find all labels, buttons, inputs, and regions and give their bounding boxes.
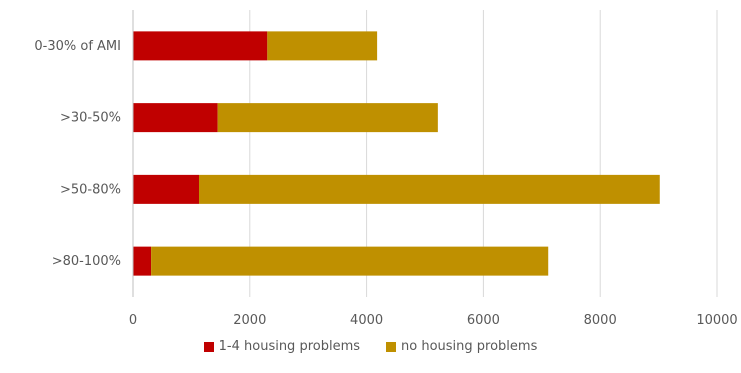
- y-category-label: >30-50%: [60, 111, 121, 126]
- bar-segment-series-1: [133, 174, 199, 204]
- legend-swatch: [203, 341, 214, 352]
- bar-segment-series-1: [133, 103, 218, 133]
- bars: [133, 31, 660, 276]
- x-tick-label: 6000: [467, 313, 500, 328]
- bar-segment-series-1: [133, 246, 152, 276]
- y-axis-labels: 0-30% of AMI >30-50% >50-80% >80-100%: [34, 39, 121, 269]
- legend-label: 1-4 housing problems: [218, 339, 361, 354]
- y-category-label: >80-100%: [52, 254, 121, 269]
- x-axis-labels: 0 2000 4000 6000 8000 10000: [129, 313, 738, 328]
- bar-segment-series-2: [151, 246, 549, 276]
- x-tick-label: 10000: [696, 313, 737, 328]
- legend-item-series-2: no housing problems: [386, 339, 537, 354]
- y-category-label: 0-30% of AMI: [34, 39, 121, 54]
- legend-item-series-1: 1-4 housing problems: [203, 339, 361, 354]
- y-category-label: >50-80%: [60, 182, 121, 197]
- bar-segment-series-2: [217, 103, 438, 133]
- bar-segment-series-1: [133, 31, 268, 61]
- x-tick-label: 2000: [233, 313, 266, 328]
- legend-swatch: [386, 341, 397, 352]
- bar-segment-series-2: [198, 174, 660, 204]
- x-tick-label: 4000: [350, 313, 383, 328]
- legend-label: no housing problems: [401, 339, 538, 354]
- bar-segment-series-2: [267, 31, 378, 61]
- x-tick-label: 0: [129, 313, 137, 328]
- x-tick-label: 8000: [584, 313, 617, 328]
- legend: 1-4 housing problems no housing problems: [0, 339, 741, 354]
